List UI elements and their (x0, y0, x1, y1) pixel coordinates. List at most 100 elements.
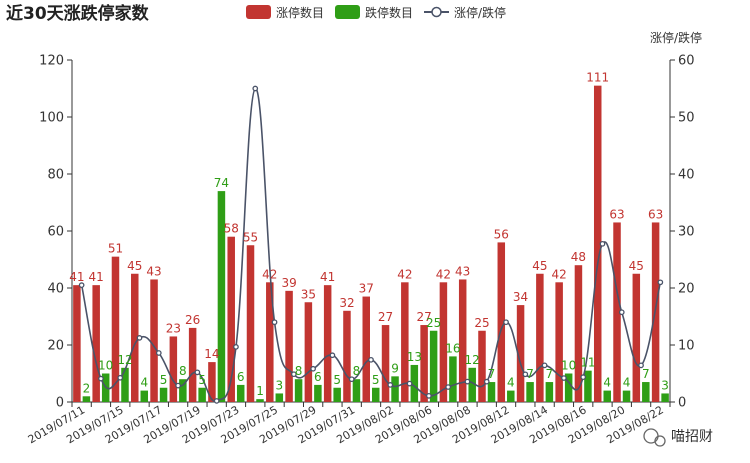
data-label-down: 8 (353, 364, 361, 378)
ratio-point (78, 282, 85, 288)
ratio-point (522, 371, 529, 378)
bar-up (439, 282, 448, 402)
ratio-point (638, 362, 644, 369)
legend-swatch-ratio-marker[interactable] (431, 6, 442, 18)
ratio-point (290, 371, 297, 378)
data-label-up: 41 (320, 270, 335, 284)
bar-down (449, 356, 457, 402)
data-label-down: 7 (642, 367, 650, 381)
data-label-up: 42 (397, 267, 412, 281)
y-left-tick-label: 80 (47, 168, 64, 183)
data-label-up: 45 (629, 259, 644, 273)
legend-swatch-down[interactable] (335, 5, 360, 19)
bar-down (314, 384, 322, 402)
data-label-up: 32 (339, 296, 354, 310)
bar-up (246, 245, 255, 402)
bar-down (564, 373, 573, 402)
bar-down (256, 399, 264, 402)
data-label-up: 27 (416, 310, 431, 324)
bar-down (236, 384, 245, 402)
legend-label-up[interactable]: 涨停数目 (276, 5, 324, 20)
ratio-series-line (80, 87, 662, 403)
ratio-point (561, 375, 567, 381)
bar-down (198, 387, 206, 402)
y-left-tick-label: 0 (56, 396, 64, 411)
legend-label-ratio[interactable]: 涨停/跌停 (454, 5, 506, 20)
bar-down (642, 382, 650, 402)
ratio-point (117, 374, 124, 381)
data-label-up: 42 (436, 267, 451, 281)
bar-down (159, 387, 168, 402)
bar-up (266, 282, 274, 402)
y-left-tick-label: 100 (39, 111, 64, 126)
data-label-down: 4 (623, 376, 631, 390)
data-label-down: 7 (526, 367, 534, 381)
bar-down (333, 387, 341, 402)
data-label-up: 55 (243, 230, 258, 244)
y-right-tick-label: 20 (678, 282, 695, 297)
data-label-up: 58 (224, 222, 239, 236)
data-label-up: 42 (552, 267, 567, 281)
bar-up (188, 327, 197, 402)
data-label-down: 4 (603, 376, 611, 390)
y-right-tick-label: 30 (678, 225, 695, 240)
bar-up (478, 330, 486, 402)
data-label-down: 25 (426, 316, 441, 330)
bar-up (497, 242, 506, 402)
ratio-line (78, 85, 664, 404)
chart-title: 近30天涨跌停家数 (6, 3, 150, 24)
legend-label-down[interactable]: 跌停数目 (365, 5, 413, 20)
data-label-up: 23 (166, 321, 181, 335)
ratio-point (194, 369, 201, 376)
data-label-up: 34 (513, 290, 528, 304)
bar-down (526, 382, 534, 402)
legend[interactable]: 涨停数目 跌停数目 涨停/跌停 (246, 5, 506, 20)
ratio-point (464, 378, 471, 385)
bar-up (169, 336, 178, 402)
ratio-point (136, 335, 143, 341)
bar-up (362, 296, 370, 402)
data-label-up: 25 (474, 316, 489, 330)
ratio-point (98, 375, 104, 382)
data-label-down: 4 (140, 376, 148, 390)
data-label-up: 35 (301, 287, 316, 301)
bar-up (593, 85, 602, 403)
ratio-point (329, 352, 336, 359)
data-label-down: 6 (314, 370, 322, 384)
ratio-point (503, 319, 509, 326)
data-label-up: 26 (185, 313, 200, 327)
data-label-up: 56 (494, 227, 509, 241)
right-axis-name: 涨停/跌停 (650, 30, 702, 45)
data-label-up: 111 (586, 71, 609, 85)
ratio-point (387, 382, 394, 388)
bar-up (285, 290, 293, 402)
bar-up (208, 362, 216, 402)
y-right-tick-label: 10 (678, 339, 695, 354)
bar-up (632, 273, 641, 402)
y-left-tick-label: 20 (47, 339, 64, 354)
data-label-down: 5 (333, 373, 341, 387)
data-label-down: 5 (372, 373, 380, 387)
data-label-down: 12 (465, 353, 480, 367)
ratio-point (445, 384, 452, 390)
legend-swatch-up[interactable] (246, 5, 271, 19)
ratio-point (618, 309, 625, 316)
bar-up (401, 282, 409, 402)
data-label-up: 39 (281, 276, 296, 290)
y-left-tick-label: 120 (39, 54, 64, 69)
bar-down (545, 382, 554, 402)
data-label-up: 14 (204, 347, 219, 361)
ratio-point (233, 344, 239, 350)
y-left-tick-label: 40 (47, 282, 64, 297)
ratio-point (213, 398, 220, 404)
y-left-tick-label: 60 (47, 225, 64, 240)
bar-down (140, 390, 149, 402)
data-label-down: 1 (256, 384, 264, 398)
data-label-down: 8 (179, 364, 187, 378)
bar-up (227, 236, 235, 402)
wechat-icon (643, 428, 659, 444)
data-label-up: 63 (648, 207, 663, 221)
wechat-icon-bubble (654, 435, 666, 447)
data-labels: 4124110511245443523826514745865514233983… (69, 71, 669, 398)
bar-up (304, 302, 313, 402)
